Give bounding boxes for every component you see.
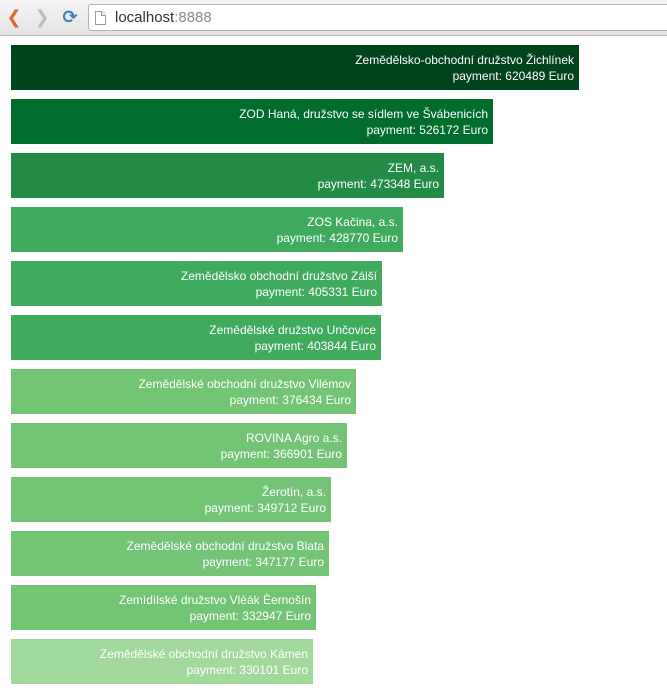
bar-label: ZEM, a.s. xyxy=(387,160,439,175)
bar: ZEM, a.s. payment: 473348 Euro xyxy=(11,153,444,198)
bar-label: Zemědělské obchodní družstvo Vilémov xyxy=(138,376,351,391)
bar-payment-label: payment: 403844 Euro xyxy=(254,338,376,353)
bar-payment-label: payment: 347177 Euro xyxy=(202,554,324,569)
back-arrow-icon[interactable]: ❮ xyxy=(6,7,22,27)
address-bar[interactable]: localhost :8888 xyxy=(88,4,667,31)
bar-label: ROVINA Agro a.s. xyxy=(245,430,342,445)
url-port: :8888 xyxy=(174,9,212,26)
reload-icon[interactable]: ⟳ xyxy=(62,7,78,27)
bar-payment-label: payment: 620489 Euro xyxy=(452,68,574,83)
bar-label: Zemědělské družstvo Unčovice xyxy=(209,322,376,337)
forward-arrow-icon[interactable]: ❯ xyxy=(34,7,50,27)
url-host: localhost xyxy=(115,9,175,26)
bar: Zemědělsko obchodní družstvo Zálší paymen… xyxy=(11,261,382,306)
bar-label: Zemědělsko-obchodní družstvo Žichlínek xyxy=(355,52,574,67)
bar: Zemědělsko-obchodní družstvo Žichlínek pa… xyxy=(11,45,579,90)
bar: Zemědělské obchodní družstvo Kámen paymen… xyxy=(11,639,313,684)
bar-payment-label: payment: 428770 Euro xyxy=(276,230,398,245)
bar-payment-label: payment: 473348 Euro xyxy=(317,176,439,191)
bar: Zemědělské obchodní družstvo Blata paymen… xyxy=(11,531,329,576)
bar: ZOD Haná, družstvo se sídlem ve Švábenic… xyxy=(11,99,493,144)
browser-toolbar: ❮ ❯ ⟳ localhost :8888 xyxy=(0,0,667,36)
bar-label: ZOS Kačina, a.s. xyxy=(307,214,398,229)
bar: Zemědělské družstvo Unčovice payment: 403… xyxy=(11,315,381,360)
bar-payment-label: payment: 349712 Euro xyxy=(204,500,326,515)
bar-payment-label: payment: 526172 Euro xyxy=(366,122,488,137)
bar-label: Žerotín, a.s. xyxy=(261,484,326,499)
bar: Zemědělské obchodní družstvo Vilémov paym… xyxy=(11,369,356,414)
bar-payment-label: payment: 366901 Euro xyxy=(220,446,342,461)
bar-payment-label: payment: 330101 Euro xyxy=(186,662,308,677)
bar-payment-label: payment: 332947 Euro xyxy=(189,608,311,623)
bar-label: Zemědělsko obchodní družstvo Zálší xyxy=(180,268,377,283)
bar: Žerotín, a.s. payment: 349712 Euro xyxy=(11,477,331,522)
bar-label: Zemědělské obchodní družstvo Blata xyxy=(126,538,324,553)
bar-payment-label: payment: 376434 Euro xyxy=(229,392,351,407)
bar-label: Zemìdìlské družstvo Vlèák Èernošín xyxy=(118,592,311,607)
bar: ZOS Kačina, a.s. payment: 428770 Euro xyxy=(11,207,403,252)
page-icon xyxy=(95,10,106,25)
bar: Zemìdìlské družstvo Vlèák Èernošín paymen… xyxy=(11,585,316,630)
bar-payment-label: payment: 405331 Euro xyxy=(255,284,377,299)
bar-label: ZOD Haná, družstvo se sídlem ve Švábenic… xyxy=(239,106,488,121)
bar-label: Zemědělské obchodní družstvo Kámen xyxy=(99,646,308,661)
bar: ROVINA Agro a.s. payment: 366901 Euro xyxy=(11,423,347,468)
